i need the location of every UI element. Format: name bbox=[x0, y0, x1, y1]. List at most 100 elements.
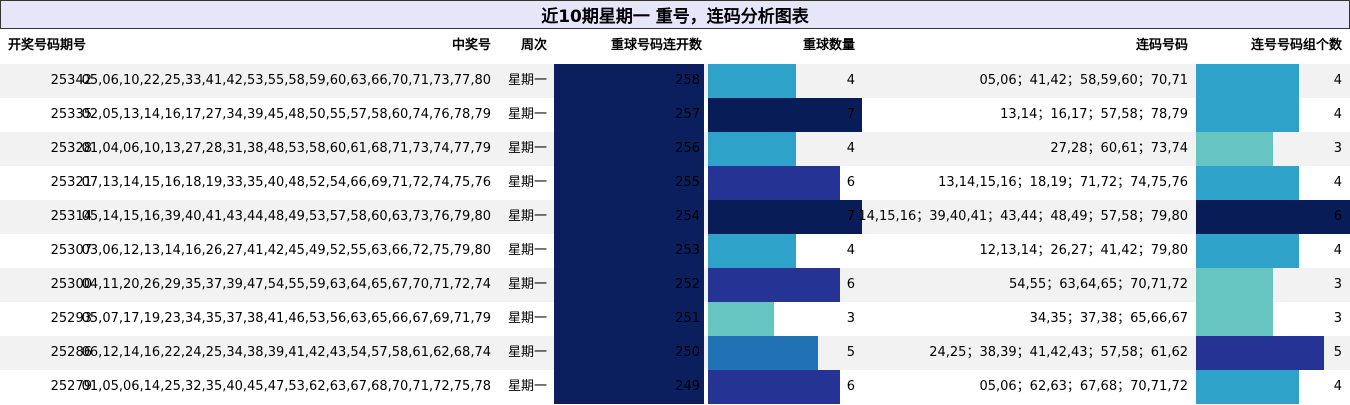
header-consecutive: 连码号码 bbox=[1135, 38, 1188, 53]
table-row: 25321 07,13,14,15,16,18,19,33,35,40,48,52… bbox=[0, 166, 1350, 200]
cell-weekday: 星期一 bbox=[507, 243, 547, 258]
streak-value-label: 253 bbox=[675, 243, 700, 258]
streak-bar bbox=[554, 268, 704, 302]
repeat-count-bar bbox=[708, 302, 774, 336]
cell-consecutive: 05,06；62,63；67,68；70,71,72 bbox=[979, 379, 1188, 394]
streak-value-label: 251 bbox=[675, 311, 700, 326]
cell-weekday: 星期一 bbox=[507, 277, 547, 292]
header-repeat-streak: 重球号码连开数 bbox=[610, 38, 702, 53]
repeat-count-label: 6 bbox=[846, 175, 855, 190]
cell-numbers: 05,06,10,22,25,33,41,42,53,55,58,59,60,6… bbox=[81, 73, 491, 88]
streak-value-label: 256 bbox=[675, 141, 700, 156]
streak-value-label: 252 bbox=[675, 277, 700, 292]
cell-period: 25328 bbox=[50, 141, 92, 156]
cell-numbers: 05,07,17,19,23,34,35,37,38,41,46,53,56,6… bbox=[81, 311, 491, 326]
chart-title: 近10期星期一 重号，连码分析图表 bbox=[0, 0, 1350, 29]
cell-weekday: 星期一 bbox=[507, 209, 547, 224]
repeat-count-bar bbox=[708, 132, 796, 166]
repeat-count-bar bbox=[708, 234, 796, 268]
cell-numbers: 07,13,14,15,16,18,19,33,35,40,48,52,54,6… bbox=[81, 175, 491, 190]
repeat-count-label: 6 bbox=[846, 379, 855, 394]
group-count-bar bbox=[1196, 166, 1299, 200]
streak-value-label: 258 bbox=[675, 73, 700, 88]
cell-consecutive: 12,13,14；26,27；41,42；79,80 bbox=[979, 243, 1188, 258]
repeat-count-label: 4 bbox=[846, 141, 855, 156]
table-row: 25300 04,11,20,26,29,35,37,39,47,54,55,59… bbox=[0, 268, 1350, 302]
table-row: 25342 05,06,10,22,25,33,41,42,53,55,58,59… bbox=[0, 64, 1350, 98]
streak-value-label: 254 bbox=[675, 209, 700, 224]
streak-bar bbox=[554, 166, 704, 200]
cell-numbers: 01,05,06,14,25,32,35,40,45,47,53,62,63,6… bbox=[81, 379, 491, 394]
cell-consecutive: 14,15,16；39,40,41；43,44；48,49；57,58；79,8… bbox=[858, 209, 1188, 224]
group-count-bar bbox=[1196, 132, 1273, 166]
table-row: 25286 06,12,14,16,22,24,25,34,38,39,41,42… bbox=[0, 336, 1350, 370]
group-count-bar bbox=[1196, 200, 1350, 234]
cell-weekday: 星期一 bbox=[507, 175, 547, 190]
cell-numbers: 04,11,20,26,29,35,37,39,47,54,55,59,63,6… bbox=[81, 277, 491, 292]
table-row: 25314 05,14,15,16,39,40,41,43,44,48,49,53… bbox=[0, 200, 1350, 234]
table-row: 25293 05,07,17,19,23,34,35,37,38,41,46,53… bbox=[0, 302, 1350, 336]
cell-period: 25335 bbox=[50, 107, 92, 122]
repeat-count-label: 4 bbox=[846, 73, 855, 88]
cell-numbers: 06,12,14,16,22,24,25,34,38,39,41,42,43,5… bbox=[81, 345, 491, 360]
group-count-label: 3 bbox=[1333, 277, 1342, 292]
group-count-bar bbox=[1196, 64, 1299, 98]
header-consecutive-groups: 连号号码组个数 bbox=[1250, 38, 1342, 53]
group-count-label: 4 bbox=[1333, 243, 1342, 258]
repeat-count-bar bbox=[708, 336, 818, 370]
cell-consecutive: 27,28；60,61；73,74 bbox=[1050, 141, 1188, 156]
group-count-label: 6 bbox=[1333, 209, 1342, 224]
repeat-count-bar bbox=[708, 370, 840, 404]
cell-weekday: 星期一 bbox=[507, 311, 547, 326]
table-header: 开奖号码期号 中奖号 周次 重球号码连开数 重球数量 连码号码 连号号码组个数 bbox=[0, 29, 1350, 63]
cell-weekday: 星期一 bbox=[507, 379, 547, 394]
group-count-label: 4 bbox=[1333, 107, 1342, 122]
table-row: 25279 01,05,06,14,25,32,35,40,45,47,53,62… bbox=[0, 370, 1350, 404]
cell-numbers: 02,05,13,14,16,17,27,34,39,45,48,50,55,5… bbox=[81, 107, 491, 122]
group-count-bar bbox=[1196, 336, 1324, 370]
streak-value-label: 250 bbox=[675, 345, 700, 360]
cell-consecutive: 13,14；16,17；57,58；78,79 bbox=[1000, 107, 1188, 122]
repeat-count-label: 7 bbox=[846, 107, 855, 122]
streak-bar bbox=[554, 370, 704, 404]
streak-bar bbox=[554, 302, 704, 336]
header-period: 开奖号码期号 bbox=[8, 38, 87, 53]
streak-bar bbox=[554, 132, 704, 166]
group-count-label: 4 bbox=[1333, 379, 1342, 394]
group-count-label: 4 bbox=[1333, 175, 1342, 190]
repeat-count-label: 7 bbox=[846, 209, 855, 224]
repeat-count-bar bbox=[708, 64, 796, 98]
repeat-count-label: 3 bbox=[846, 311, 855, 326]
repeat-count-label: 4 bbox=[846, 243, 855, 258]
group-count-bar bbox=[1196, 302, 1273, 336]
cell-period: 25286 bbox=[50, 345, 92, 360]
cell-period: 25300 bbox=[50, 277, 92, 292]
cell-period: 25279 bbox=[50, 379, 92, 394]
table-row: 25307 03,06,12,13,14,16,26,27,41,42,45,49… bbox=[0, 234, 1350, 268]
cell-period: 25293 bbox=[50, 311, 92, 326]
cell-weekday: 星期一 bbox=[507, 73, 547, 88]
group-count-label: 3 bbox=[1333, 141, 1342, 156]
cell-consecutive: 24,25；38,39；41,42,43；57,58；61,62 bbox=[929, 345, 1188, 360]
cell-numbers: 03,06,12,13,14,16,26,27,41,42,45,49,52,5… bbox=[81, 243, 491, 258]
cell-weekday: 星期一 bbox=[507, 345, 547, 360]
header-repeat-count: 重球数量 bbox=[802, 38, 855, 53]
streak-value-label: 257 bbox=[675, 107, 700, 122]
cell-consecutive: 13,14,15,16；18,19；71,72；74,75,76 bbox=[938, 175, 1188, 190]
cell-weekday: 星期一 bbox=[507, 107, 547, 122]
table-row: 25335 02,05,13,14,16,17,27,34,39,45,48,50… bbox=[0, 98, 1350, 132]
group-count-label: 5 bbox=[1333, 345, 1342, 360]
repeat-count-bar bbox=[708, 98, 862, 132]
group-count-bar bbox=[1196, 370, 1299, 404]
streak-bar bbox=[554, 64, 704, 98]
cell-period: 25342 bbox=[50, 73, 92, 88]
group-count-bar bbox=[1196, 234, 1299, 268]
group-count-bar bbox=[1196, 98, 1299, 132]
cell-consecutive: 05,06；41,42；58,59,60；70,71 bbox=[979, 73, 1188, 88]
repeat-count-bar bbox=[708, 166, 840, 200]
repeat-count-bar bbox=[708, 268, 840, 302]
group-count-label: 3 bbox=[1333, 311, 1342, 326]
repeat-count-bar bbox=[708, 200, 862, 234]
cell-consecutive: 54,55；63,64,65；70,71,72 bbox=[1009, 277, 1188, 292]
streak-bar bbox=[554, 98, 704, 132]
